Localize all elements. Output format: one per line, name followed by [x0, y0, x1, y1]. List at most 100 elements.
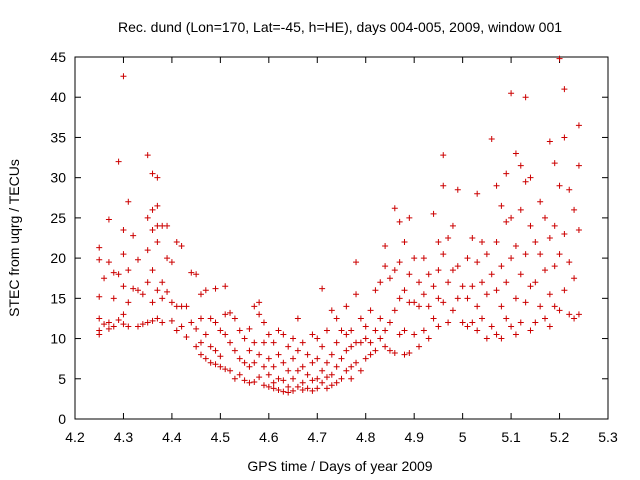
data-point [323, 327, 330, 334]
y-tick-label: 15 [50, 290, 66, 306]
data-point [459, 283, 466, 290]
data-point [265, 355, 272, 362]
data-point [454, 263, 461, 270]
data-point [551, 222, 558, 229]
data-point [319, 367, 326, 374]
data-point [149, 226, 156, 233]
data-point [314, 355, 321, 362]
data-point [96, 331, 103, 338]
data-point [178, 243, 185, 250]
data-point [498, 303, 505, 310]
data-point [338, 355, 345, 362]
data-point [503, 170, 510, 177]
y-tick-label: 30 [50, 170, 66, 186]
data-point [479, 279, 486, 286]
data-point [227, 309, 234, 316]
data-point [367, 339, 374, 346]
data-point [217, 353, 224, 360]
data-point [115, 271, 122, 278]
data-point [144, 214, 151, 221]
data-point [566, 186, 573, 193]
data-point [556, 251, 563, 258]
data-point [154, 287, 161, 294]
data-point [532, 319, 539, 326]
data-point [333, 315, 340, 322]
data-point [290, 355, 297, 362]
data-point [202, 331, 209, 338]
data-point [134, 287, 141, 294]
data-point [168, 259, 175, 266]
data-point [561, 86, 568, 93]
data-point [125, 267, 132, 274]
data-point [125, 323, 132, 330]
data-point [299, 387, 306, 394]
data-point [411, 331, 418, 338]
data-point [246, 325, 253, 332]
data-point [440, 182, 447, 189]
data-point [483, 251, 490, 258]
data-point [445, 319, 452, 326]
data-point [164, 288, 171, 295]
data-point [575, 162, 582, 169]
data-point [168, 299, 175, 306]
data-point [474, 190, 481, 197]
data-point [212, 285, 219, 292]
data-point [139, 321, 146, 328]
data-point [154, 239, 161, 246]
data-point [382, 343, 389, 350]
data-point [483, 335, 490, 342]
data-point [134, 323, 141, 330]
data-point [391, 350, 398, 357]
data-point [149, 267, 156, 274]
data-point [464, 255, 471, 262]
data-point [561, 134, 568, 141]
data-point [445, 279, 452, 286]
data-point [168, 317, 175, 324]
data-point [522, 94, 529, 101]
x-axis-label: GPS time / Days of year 2009 [247, 458, 432, 474]
data-point [556, 55, 563, 62]
data-point [212, 347, 219, 354]
data-point [512, 150, 519, 157]
data-point [251, 359, 258, 366]
data-point [319, 285, 326, 292]
y-tick-label: 45 [50, 49, 66, 65]
data-point [309, 387, 316, 394]
data-point [290, 335, 297, 342]
data-point [96, 315, 103, 322]
data-point [362, 355, 369, 362]
data-point [391, 205, 398, 212]
data-point [474, 303, 481, 310]
data-point [377, 335, 384, 342]
data-point [527, 174, 534, 181]
data-point [416, 343, 423, 350]
data-point [420, 291, 427, 298]
data-point [469, 283, 476, 290]
data-point [488, 323, 495, 330]
data-point [260, 339, 267, 346]
data-point [328, 351, 335, 358]
data-point [265, 371, 272, 378]
y-tick-label: 20 [50, 250, 66, 266]
data-point [571, 275, 578, 282]
data-point [362, 323, 369, 330]
data-point [231, 315, 238, 322]
data-point [454, 186, 461, 193]
data-point [193, 325, 200, 332]
data-point [188, 319, 195, 326]
data-point [430, 283, 437, 290]
data-point [420, 255, 427, 262]
data-point [149, 170, 156, 177]
data-point [217, 363, 224, 370]
data-point [260, 319, 267, 326]
data-point [459, 319, 466, 326]
x-tick-label: 4.9 [404, 429, 424, 445]
data-point [130, 232, 137, 239]
data-point [508, 214, 515, 221]
data-point [265, 383, 272, 390]
data-point [382, 243, 389, 250]
data-point [323, 374, 330, 381]
data-point [430, 210, 437, 217]
data-point [280, 377, 287, 384]
